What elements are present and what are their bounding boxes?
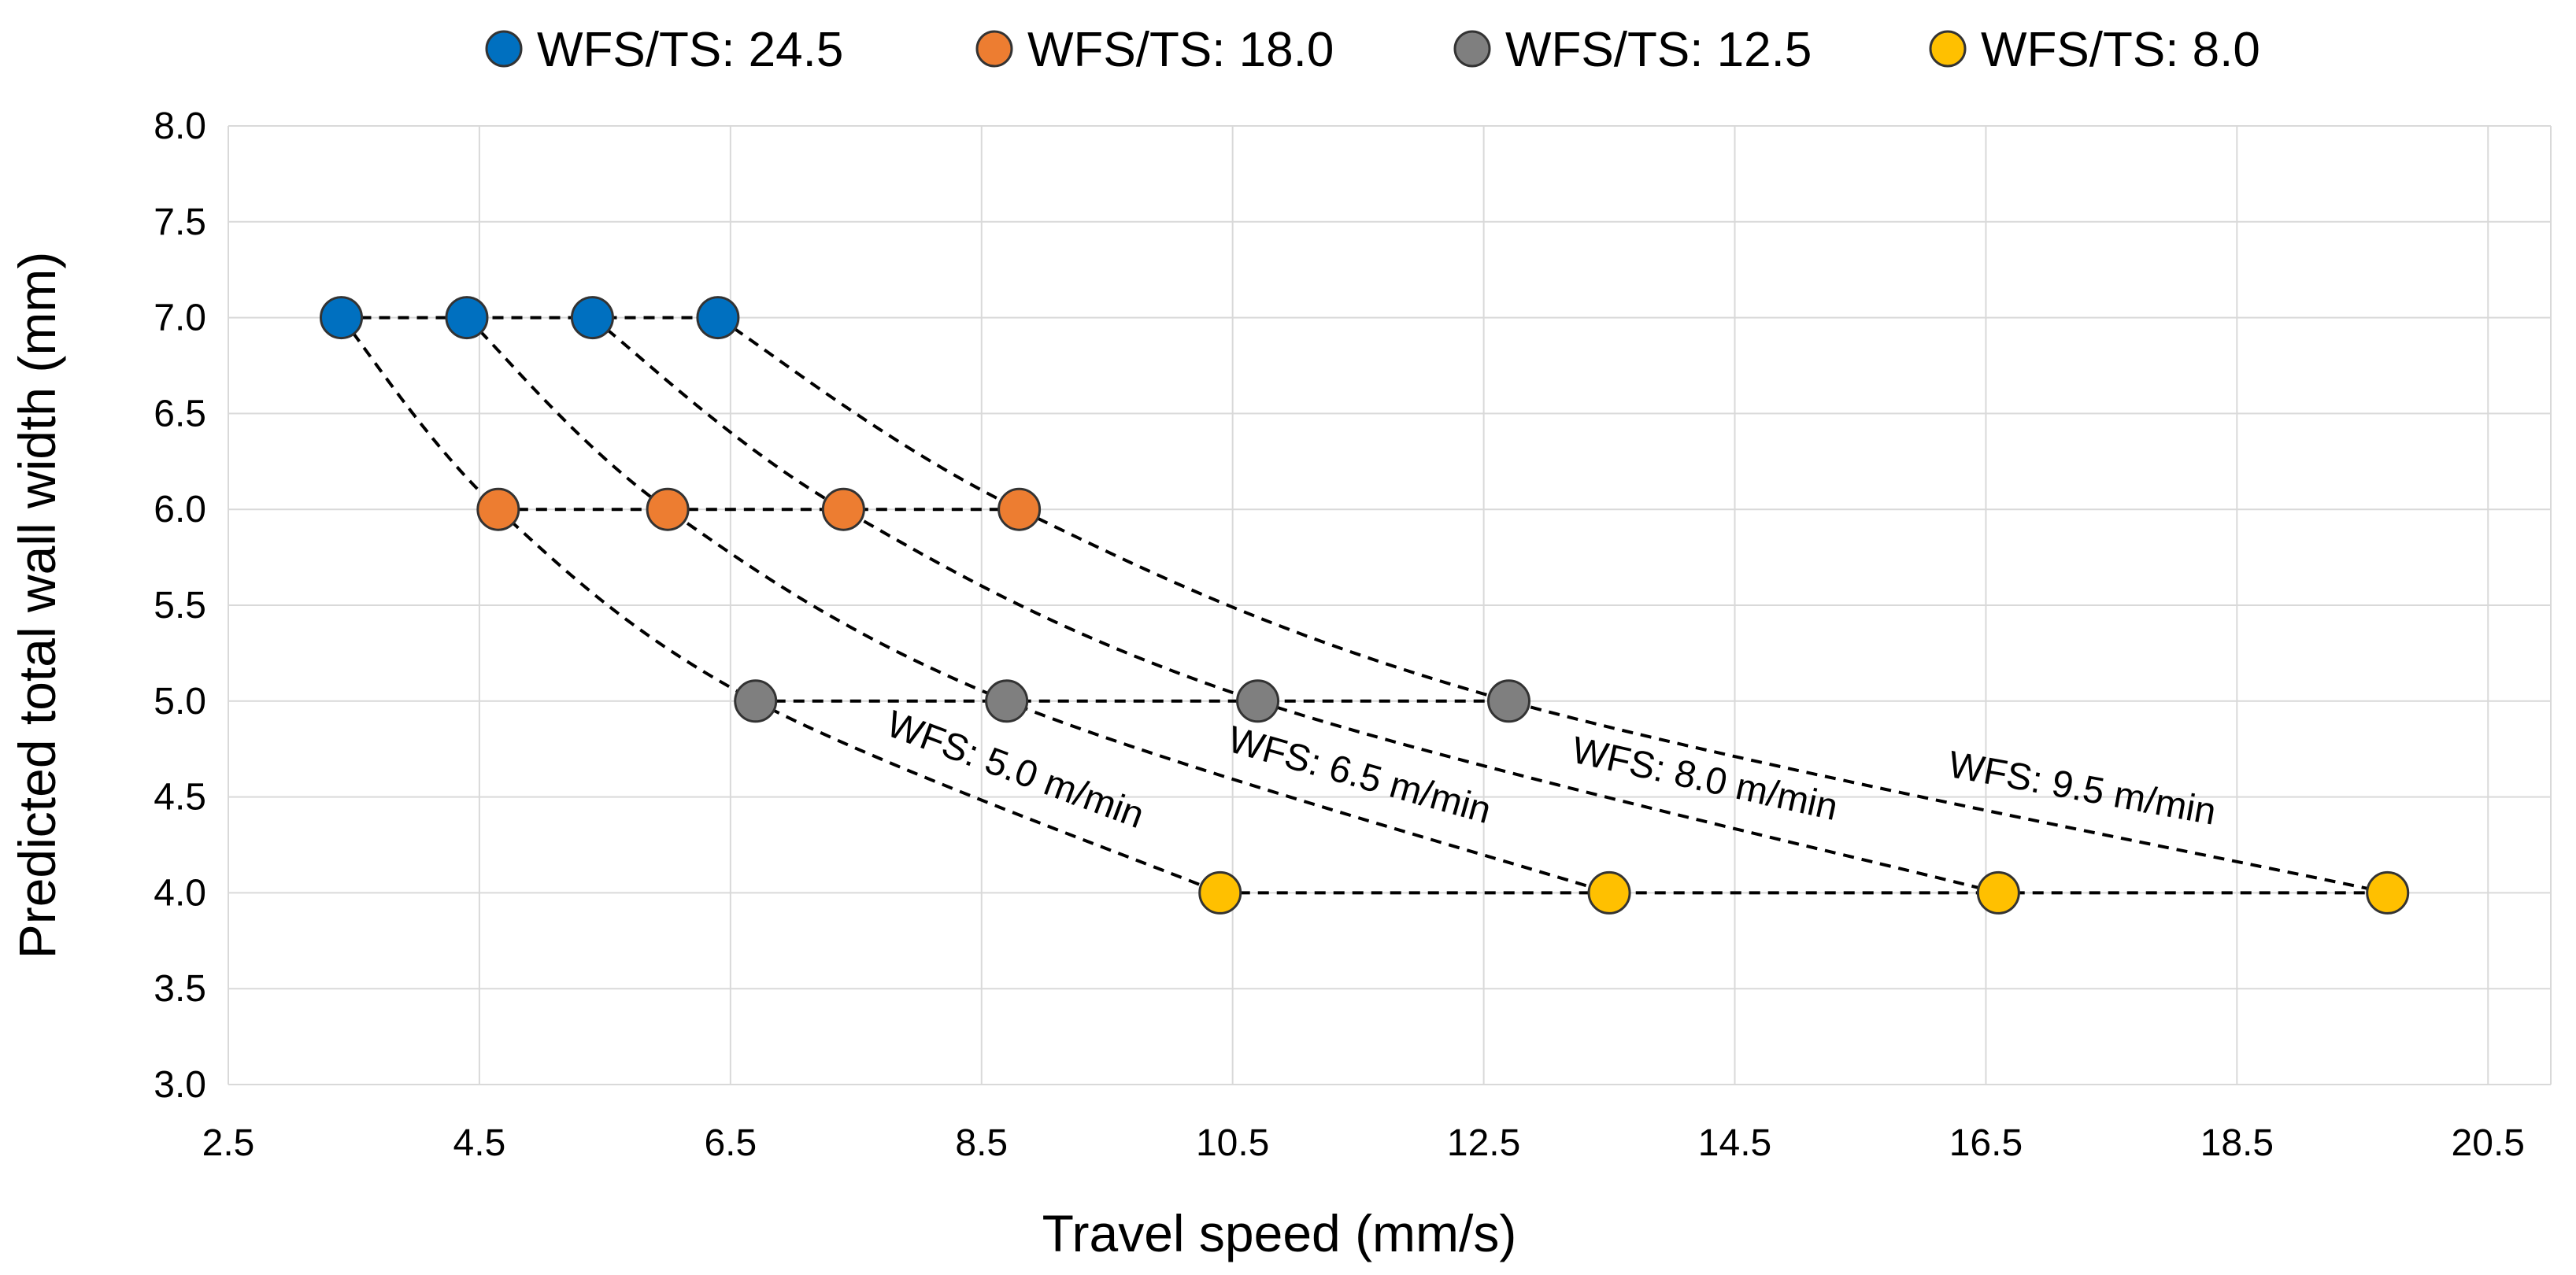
y-tick-label: 6.0: [154, 489, 206, 530]
x-tick-label: 14.5: [1698, 1122, 1771, 1164]
wfs-curve: [339, 316, 1221, 895]
x-axis-title: Travel speed (mm/s): [1042, 1204, 1517, 1262]
wfs-curves: [339, 316, 2389, 895]
x-tick-label: 8.5: [955, 1122, 1008, 1164]
y-tick-label: 7.5: [154, 201, 206, 243]
legend-marker: [975, 30, 1013, 68]
legend: WFS/TS: 24.5 WFS/TS: 18.0 WFS/TS: 12.5 WFS/…: [485, 23, 2260, 77]
data-point: [445, 296, 489, 340]
y-tick-label: 6.5: [154, 393, 206, 434]
legend-label: WFS/TS: 24.5: [537, 23, 843, 77]
x-tick-label: 20.5: [2452, 1122, 2525, 1164]
y-tick-label: 4.0: [154, 872, 206, 914]
curve-label: WFS: 6.5 m/min: [1223, 719, 1496, 832]
data-point: [1198, 870, 1242, 915]
x-tick-label: 4.5: [453, 1122, 506, 1164]
y-tick-label: 5.5: [154, 585, 206, 626]
legend-label: WFS/TS: 18.0: [1027, 23, 1334, 77]
y-tick-label: 8.0: [154, 105, 206, 147]
legend-marker: [485, 30, 523, 68]
y-tick-label: 4.5: [154, 777, 206, 819]
legend-label: WFS/TS: 8.0: [1981, 23, 2260, 77]
x-tick-label: 12.5: [1447, 1122, 1520, 1164]
curve-label: WFS: 5.0 m/min: [881, 703, 1149, 837]
data-point: [476, 487, 520, 531]
x-tick-label: 10.5: [1196, 1122, 1269, 1164]
data-point: [646, 487, 690, 531]
data-point: [570, 296, 614, 340]
y-tick-label: 3.5: [154, 968, 206, 1010]
x-tick-label: 16.5: [1949, 1122, 2023, 1164]
data-points: [320, 296, 2410, 915]
data-point: [320, 296, 364, 340]
y-tick-label: 7.0: [154, 298, 206, 339]
y-tick-label: 5.0: [154, 681, 206, 722]
wfs-curve: [591, 316, 1999, 895]
data-point: [734, 679, 778, 723]
legend-label: WFS/TS: 12.5: [1505, 23, 1812, 77]
data-point: [696, 296, 740, 340]
wfs-curve: [465, 316, 1610, 895]
axes: 3.0 3.5 4.0 4.5 5.0 5.5 6.0 6.5 7.0 7.5 8.0 2.5 4.5 6…: [154, 105, 2525, 1164]
data-point: [1587, 870, 1631, 915]
y-axis-title: Predicted total wall width (mm): [8, 252, 66, 959]
x-tick-label: 2.5: [202, 1122, 255, 1164]
data-point: [1486, 679, 1530, 723]
x-tick-label: 18.5: [2200, 1122, 2274, 1164]
legend-marker: [1453, 30, 1491, 68]
x-tick-label: 6.5: [704, 1122, 757, 1164]
curve-label: WFS: 8.0 m/min: [1568, 730, 1841, 829]
ts-lines: [341, 316, 2388, 895]
grid: [228, 125, 2552, 1085]
data-point: [821, 487, 865, 531]
data-point: [1976, 870, 2020, 915]
data-point: [2366, 870, 2410, 915]
data-point: [985, 679, 1029, 723]
data-point: [1236, 679, 1280, 723]
data-point: [997, 487, 1042, 531]
wfs-curve: [716, 316, 2389, 895]
legend-marker: [1929, 30, 1967, 68]
y-tick-label: 3.0: [154, 1064, 206, 1106]
